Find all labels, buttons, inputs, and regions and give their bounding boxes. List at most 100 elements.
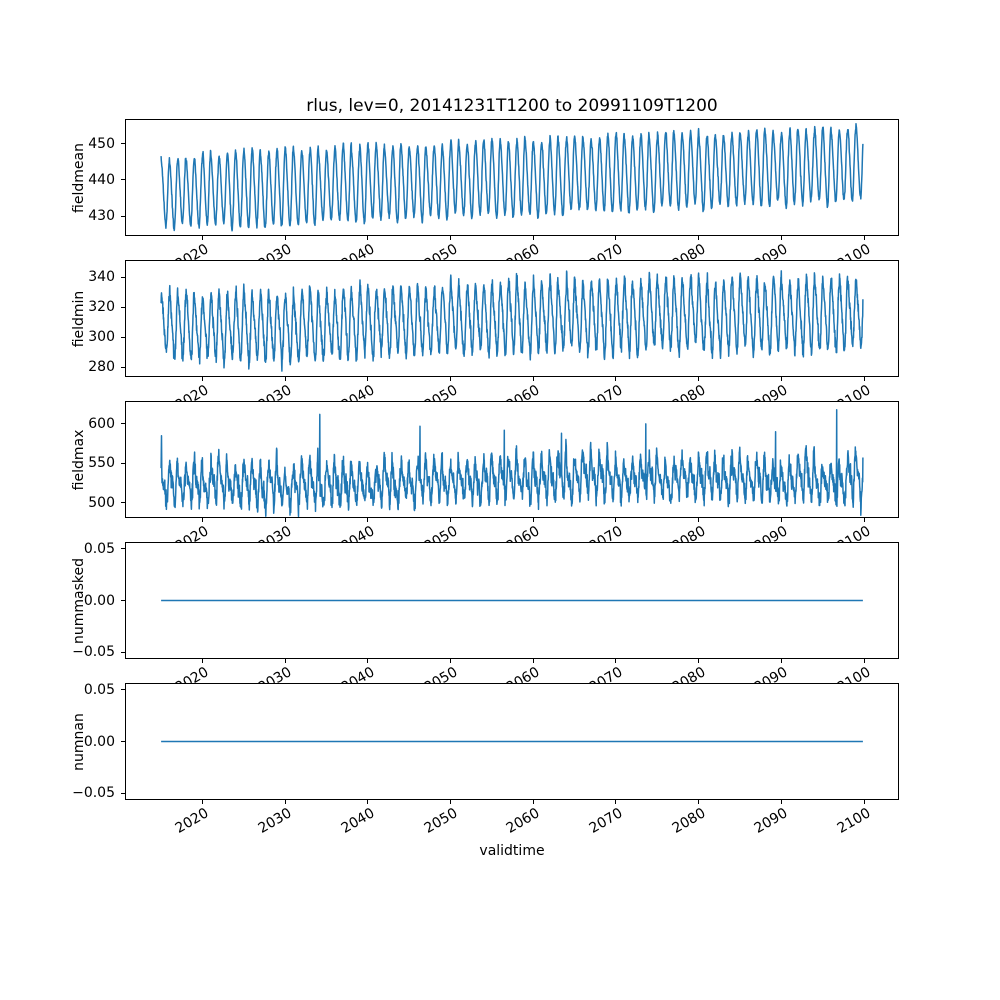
x-tick-mark [863, 518, 865, 522]
subplot-numnan [125, 683, 899, 800]
figure-title: rlus, lev=0, 20141231T1200 to 20991109T1… [306, 96, 718, 116]
y-tick-label: 450 [88, 135, 115, 152]
x-tick-label: 2070 [586, 805, 626, 837]
x-tick-label: 2060 [503, 241, 543, 260]
x-axis-label: validtime [479, 843, 545, 859]
x-tick-mark [284, 659, 286, 663]
y-tick-label: −0.05 [72, 785, 115, 802]
x-tick-label: 2100 [834, 805, 874, 837]
y-tick-mark [121, 336, 125, 338]
x-tick-mark [284, 377, 286, 381]
x-tick-mark [450, 377, 452, 381]
x-tick-labels: 2020 2030 2040 2050 2060 2070 2080 2090 2100 [0, 800, 1000, 848]
x-tick-label: 2050 [421, 382, 461, 401]
x-tick-label: 2040 [338, 241, 378, 260]
x-tick-label: 2050 [421, 523, 461, 542]
x-tick-label: 2080 [669, 241, 709, 260]
y-tick-label: 0.05 [83, 681, 115, 698]
x-tick-labels: 2020 2030 2040 2050 2060 2070 2080 2090 2100 [0, 659, 1000, 683]
y-tick-label: 500 [88, 494, 115, 511]
y-tick-mark [121, 741, 125, 742]
x-tick-mark [450, 518, 452, 522]
x-tick-label: 2030 [255, 382, 295, 401]
line-series-nummasked [161, 599, 863, 602]
x-tick-label: 2020 [173, 523, 212, 542]
x-tick-mark [780, 518, 782, 522]
line-series-fieldmin [160, 270, 864, 372]
x-tick-label: 2090 [751, 805, 791, 837]
x-tick-label: 2020 [173, 241, 212, 260]
x-tick-mark [615, 659, 617, 663]
x-tick-mark [615, 800, 617, 804]
x-tick-mark [698, 659, 700, 663]
x-tick-label: 2050 [421, 241, 461, 260]
x-tick-label: 2050 [421, 805, 461, 837]
x-tick-label: 2080 [669, 805, 709, 837]
x-tick-mark [698, 800, 700, 804]
line-series-fieldmax [160, 408, 864, 517]
x-tick-mark [698, 236, 700, 240]
x-tick-mark [780, 236, 782, 240]
y-tick-mark [121, 792, 125, 794]
x-tick-mark [367, 659, 369, 663]
y-tick-label: 320 [88, 299, 115, 316]
x-tick-mark [201, 518, 203, 522]
y-tick-label: 0.00 [83, 733, 115, 750]
y-tick-mark [121, 276, 125, 278]
x-tick-mark [450, 800, 452, 804]
x-tick-mark [863, 800, 865, 804]
x-tick-label: 2090 [751, 664, 791, 683]
y-tick-mark [121, 548, 125, 550]
x-tick-label: 2080 [669, 382, 709, 401]
x-tick-label: 2090 [751, 523, 791, 542]
x-tick-labels: 2020 2030 2040 2050 2060 2070 2080 2090 2100 [0, 236, 1000, 260]
x-tick-label: 2070 [586, 523, 626, 542]
x-tick-label: 2100 [834, 241, 874, 260]
x-tick-label: 2020 [173, 805, 212, 837]
y-tick-mark [121, 462, 125, 464]
y-tick-label: 280 [88, 359, 115, 376]
x-tick-mark [532, 518, 534, 522]
subplot-nummasked [125, 542, 899, 659]
y-tick-mark [121, 423, 125, 425]
x-tick-mark [284, 236, 286, 240]
x-tick-mark [532, 236, 534, 240]
x-tick-label: 2060 [503, 523, 543, 542]
y-tick-mark [121, 600, 125, 601]
line-series-numnan [161, 740, 863, 743]
y-tick-label: 550 [88, 455, 115, 472]
x-tick-mark [284, 518, 286, 522]
x-tick-label: 2030 [255, 523, 295, 542]
y-tick-mark [121, 306, 125, 308]
x-tick-label: 2080 [669, 523, 709, 542]
y-tick-label: 300 [88, 329, 115, 346]
subplot-fieldmax [125, 401, 899, 518]
x-tick-label: 2090 [751, 382, 791, 401]
x-tick-mark [698, 377, 700, 381]
x-tick-mark [863, 377, 865, 381]
x-tick-label: 2020 [173, 664, 212, 683]
x-tick-mark [532, 800, 534, 804]
x-tick-mark [367, 377, 369, 381]
x-tick-mark [201, 377, 203, 381]
line-series-fieldmean [160, 123, 864, 232]
x-tick-label: 2040 [338, 664, 378, 683]
x-tick-label: 2040 [338, 523, 378, 542]
y-tick-mark [121, 179, 125, 181]
x-tick-mark [450, 659, 452, 663]
x-tick-mark [367, 518, 369, 522]
x-tick-mark [615, 518, 617, 522]
x-tick-mark [201, 236, 203, 240]
x-tick-label: 2050 [421, 664, 461, 683]
x-tick-label: 2060 [503, 805, 543, 837]
x-tick-mark [367, 800, 369, 804]
x-tick-mark [863, 236, 865, 240]
x-tick-label: 2030 [255, 805, 295, 837]
x-tick-mark [780, 377, 782, 381]
x-tick-label: 2100 [834, 382, 874, 401]
x-tick-mark [450, 236, 452, 240]
x-tick-label: 2070 [586, 382, 626, 401]
x-tick-label: 2070 [586, 664, 626, 683]
x-tick-mark [615, 236, 617, 240]
